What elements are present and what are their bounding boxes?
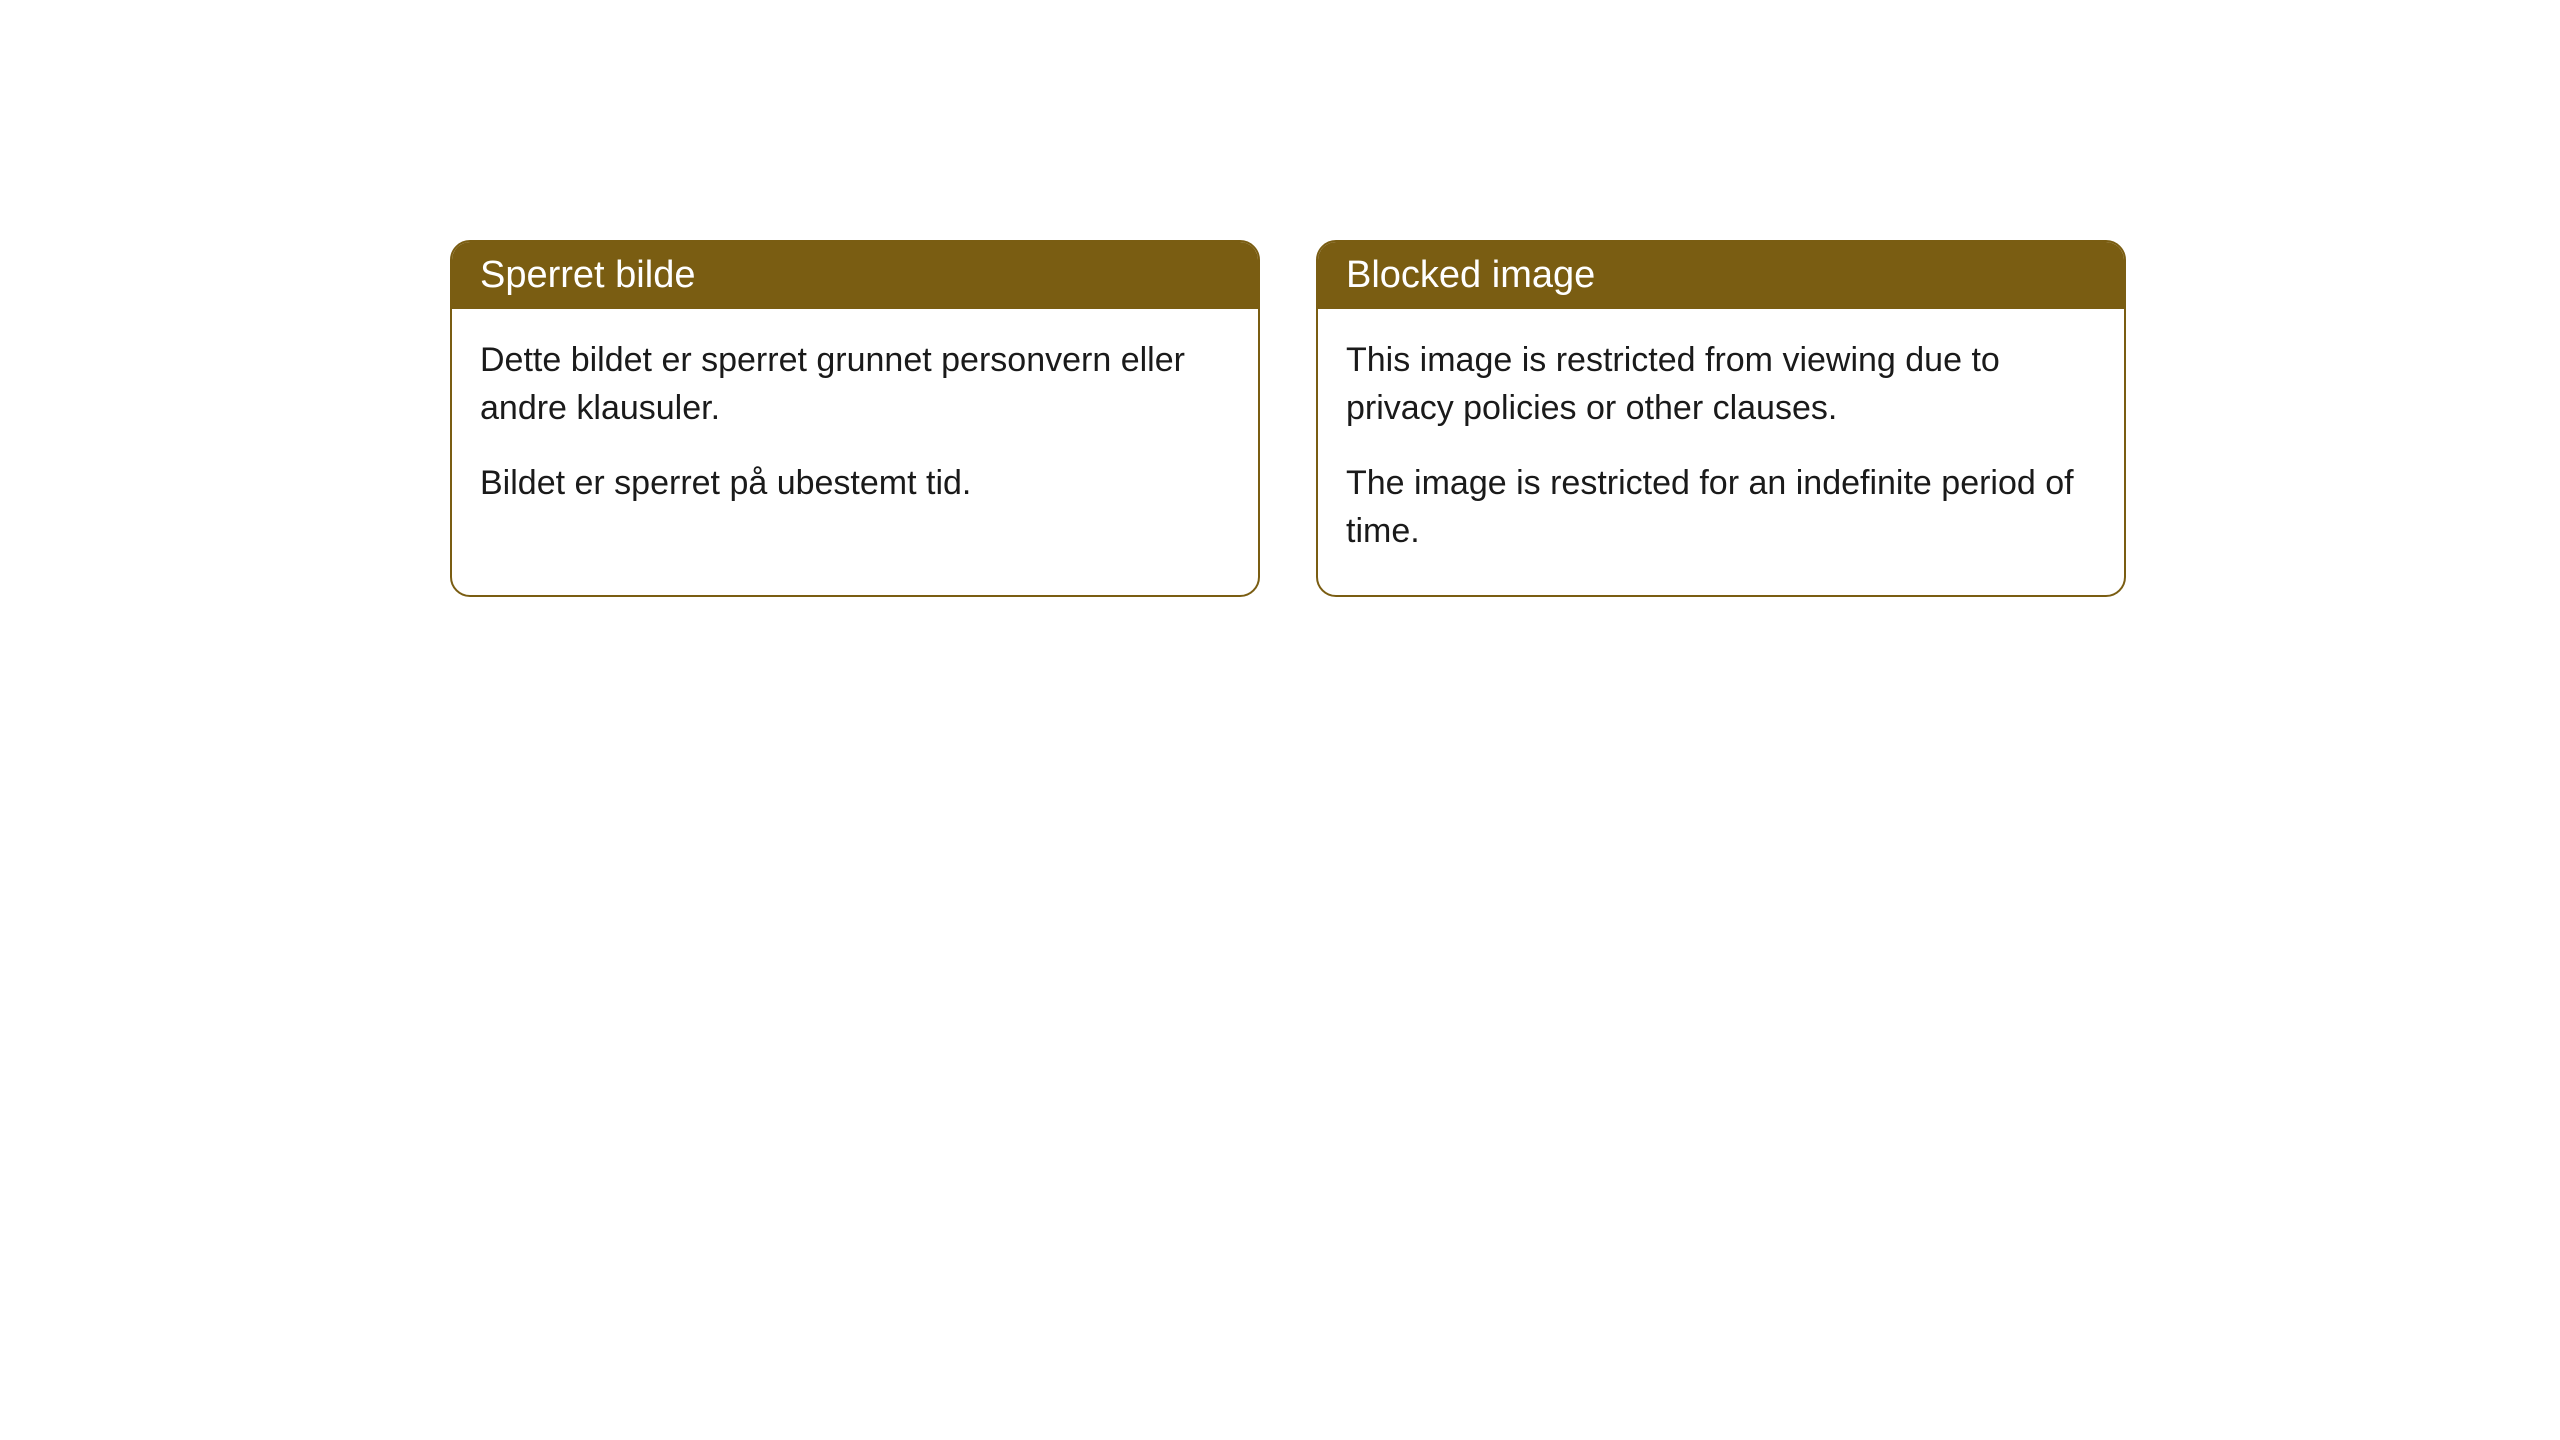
card-body: This image is restricted from viewing du… bbox=[1318, 309, 2124, 595]
card-paragraph-1: Dette bildet er sperret grunnet personve… bbox=[480, 337, 1230, 432]
card-paragraph-1: This image is restricted from viewing du… bbox=[1346, 337, 2096, 432]
card-paragraph-2: Bildet er sperret på ubestemt tid. bbox=[480, 460, 1230, 508]
notice-cards-container: Sperret bilde Dette bildet er sperret gr… bbox=[450, 240, 2560, 597]
card-body: Dette bildet er sperret grunnet personve… bbox=[452, 309, 1258, 548]
card-header: Blocked image bbox=[1318, 242, 2124, 309]
card-title: Sperret bilde bbox=[480, 254, 695, 296]
card-paragraph-2: The image is restricted for an indefinit… bbox=[1346, 460, 2096, 555]
card-header: Sperret bilde bbox=[452, 242, 1258, 309]
card-title: Blocked image bbox=[1346, 254, 1595, 296]
notice-card-english: Blocked image This image is restricted f… bbox=[1316, 240, 2126, 597]
notice-card-norwegian: Sperret bilde Dette bildet er sperret gr… bbox=[450, 240, 1260, 597]
